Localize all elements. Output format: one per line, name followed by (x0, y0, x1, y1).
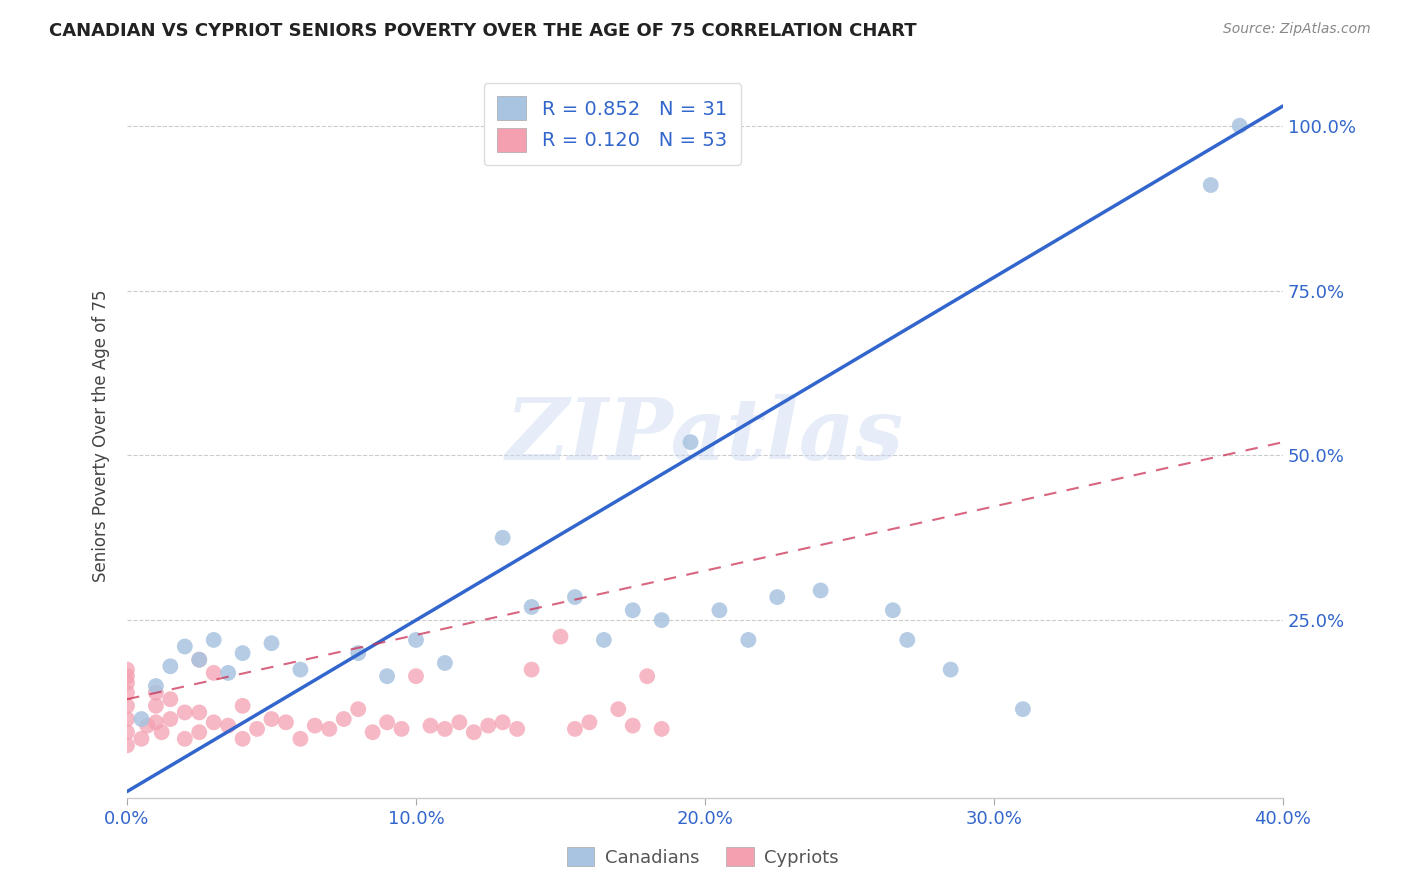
Point (520, 599, 543, 614)
Point (217, 718, 239, 732)
Point (260, 712, 283, 726)
Text: Source: ZipAtlas.com: Source: ZipAtlas.com (1223, 22, 1371, 37)
Point (173, 640, 195, 654)
Point (274, 715, 297, 730)
Point (578, 715, 600, 730)
Point (347, 702, 370, 716)
Point (318, 722, 340, 736)
Point (159, 659, 181, 673)
Text: ZIPatlas: ZIPatlas (506, 393, 904, 477)
Point (150, 725, 173, 739)
Point (492, 715, 515, 730)
Point (564, 722, 586, 736)
Point (115, 663, 138, 677)
Point (188, 653, 211, 667)
Point (621, 603, 644, 617)
Point (232, 646, 254, 660)
Point (260, 636, 283, 650)
Point (449, 715, 471, 730)
Point (290, 731, 312, 746)
Point (621, 718, 644, 732)
Y-axis label: Seniors Poverty Over the Age of 75: Seniors Poverty Over the Age of 75 (93, 289, 110, 582)
Point (737, 632, 759, 647)
Point (159, 712, 181, 726)
Point (115, 698, 138, 713)
Point (651, 722, 673, 736)
Point (375, 669, 398, 683)
Point (115, 725, 138, 739)
Point (607, 702, 630, 716)
Point (1199, 178, 1222, 192)
Point (115, 712, 138, 726)
Point (145, 698, 167, 713)
Point (520, 663, 543, 677)
Point (173, 731, 195, 746)
Point (145, 715, 167, 730)
Point (810, 583, 832, 598)
Point (131, 731, 153, 746)
Point (592, 632, 614, 647)
Point (433, 722, 456, 736)
Point (1012, 702, 1035, 716)
Point (709, 603, 731, 617)
Legend: Canadians, Cypriots: Canadians, Cypriots (560, 840, 846, 874)
Legend: R = 0.852   N = 31, R = 0.120   N = 53: R = 0.852 N = 31, R = 0.120 N = 53 (484, 83, 741, 165)
Point (939, 663, 962, 677)
Point (375, 715, 398, 730)
Point (332, 712, 354, 726)
Point (636, 669, 658, 683)
Point (651, 613, 673, 627)
Point (361, 725, 384, 739)
Point (433, 656, 456, 670)
Point (564, 590, 586, 604)
Point (477, 718, 499, 732)
Point (232, 698, 254, 713)
Point (304, 718, 326, 732)
Point (246, 722, 269, 736)
Point (188, 653, 211, 667)
Point (492, 531, 515, 545)
Point (463, 725, 485, 739)
Point (131, 712, 153, 726)
Point (290, 663, 312, 677)
Point (188, 706, 211, 720)
Point (1229, 119, 1251, 133)
Point (159, 692, 181, 706)
Point (347, 646, 370, 660)
Point (506, 722, 529, 736)
Point (115, 739, 138, 753)
Point (217, 665, 239, 680)
Point (115, 675, 138, 690)
Point (391, 722, 413, 736)
Point (202, 665, 225, 680)
Point (405, 669, 427, 683)
Point (202, 632, 225, 647)
Point (405, 632, 427, 647)
Point (232, 731, 254, 746)
Point (896, 632, 918, 647)
Point (882, 603, 904, 617)
Point (188, 725, 211, 739)
Point (145, 679, 167, 693)
Point (679, 435, 702, 450)
Point (145, 686, 167, 700)
Text: CANADIAN VS CYPRIOT SENIORS POVERTY OVER THE AGE OF 75 CORRELATION CHART: CANADIAN VS CYPRIOT SENIORS POVERTY OVER… (49, 22, 917, 40)
Point (115, 669, 138, 683)
Point (202, 715, 225, 730)
Point (550, 630, 572, 644)
Point (136, 718, 159, 732)
Point (766, 590, 789, 604)
Point (115, 686, 138, 700)
Point (419, 718, 441, 732)
Point (173, 706, 195, 720)
